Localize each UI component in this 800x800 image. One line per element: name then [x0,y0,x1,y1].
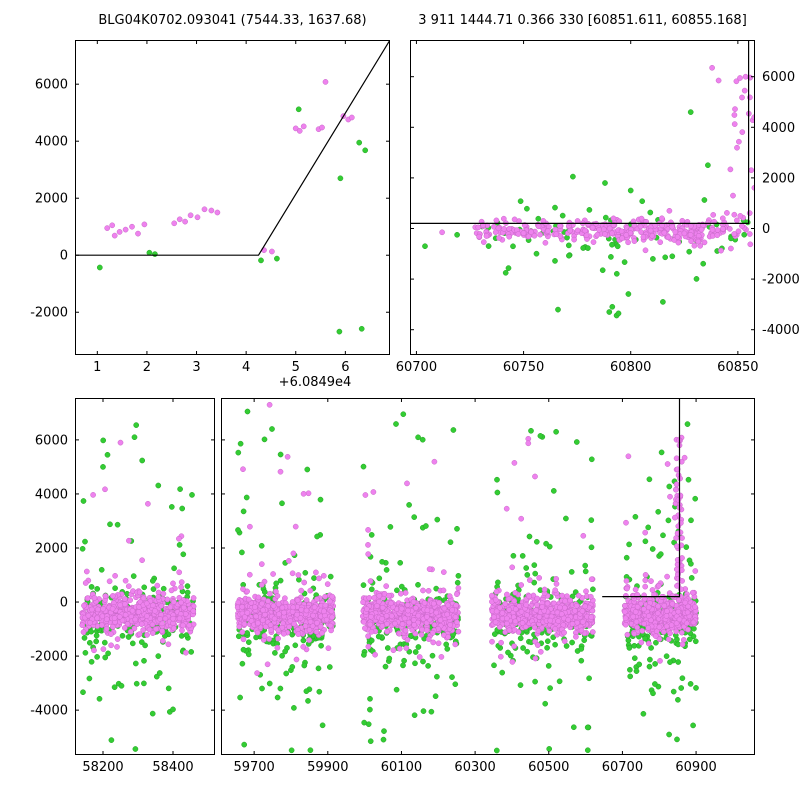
tick-labels: 1 2 3 4 5 6 -2000 0 2000 4000 6000 [30,78,349,375]
tick-labels: 59700 59900 60100 60300 60500 60700 60900 [233,760,716,775]
x-tick-label: 60850 [717,360,758,375]
x-tick-label: 4 [242,360,250,375]
axes-frame [75,40,390,355]
x-tick-label: 60500 [528,760,569,775]
tick-marks [221,398,755,755]
y-tick-label: 0 [60,249,68,264]
x-tick-label: 60900 [675,760,716,775]
model-line [410,40,750,224]
y-tick-label: 4000 [35,487,68,502]
x-tick-label: 5 [292,360,300,375]
axes-frame [221,398,755,755]
x-tick-label: 59900 [307,760,348,775]
scatter-violet [104,79,355,255]
scatter-green [422,109,751,319]
y-tick-label: -2000 [762,273,800,288]
x-tick-label: 6 [341,360,349,375]
y-tick-label: 2000 [35,192,68,207]
y-tick-label: -4000 [762,323,800,338]
plot-title-right: 3 911 1444.71 0.366 330 [60851.611, 6085… [418,13,747,28]
y-tick-label: 6000 [762,70,795,85]
panel-full-left: 58200 58400 -4000 -2000 0 2000 4000 6000 [30,398,215,775]
plot-title-left: BLG04K0702.093041 (7544.33, 1637.68) [98,13,367,28]
model-line [602,398,681,598]
y-tick-label: 0 [762,222,770,237]
scatter-violet [234,401,699,676]
panel-zoom: 1 2 3 4 5 6 -2000 0 2000 4000 6000 [30,40,390,375]
y-tick-label: 2000 [762,171,795,186]
y-tick-label: -4000 [30,704,68,719]
x-tick-label: 1 [93,360,101,375]
x-tick-label: 59700 [233,760,274,775]
tick-marks [75,398,215,755]
x-tick-label: 60700 [396,360,437,375]
x-tick-label: 60100 [381,760,422,775]
scatter-green [96,106,369,335]
tick-labels: 60700 60750 60800 60850 -4000 -2000 0 2000 4000 6… [396,70,800,375]
x-tick-label: 58200 [82,760,123,775]
model-line [75,40,390,256]
x-tick-label: 3 [192,360,200,375]
x-tick-label: 60700 [602,760,643,775]
y-tick-label: 2000 [35,541,68,556]
y-tick-label: 6000 [35,433,68,448]
x-tick-label: 60750 [503,360,544,375]
x-tick-label: 60300 [454,760,495,775]
axes-frame [410,40,755,355]
tick-labels: 58200 58400 -4000 -2000 0 2000 4000 6000 [30,433,193,775]
panel-recent: 60700 60750 60800 60850 -4000 -2000 0 2000 4000 6… [396,40,800,375]
y-tick-label: 4000 [762,121,795,136]
y-tick-label: 4000 [35,135,68,150]
x-axis-offset-label: +6.0849e4 [278,375,352,390]
x-tick-label: 58400 [152,760,193,775]
y-tick-label: -2000 [30,650,68,665]
x-tick-label: 60800 [610,360,651,375]
x-tick-label: 2 [143,360,151,375]
scatter-violet [410,64,755,254]
y-tick-label: 0 [60,596,68,611]
y-tick-label: 6000 [35,78,68,93]
tick-marks [410,40,755,355]
tick-marks [75,40,390,355]
panel-full-right: 59700 59900 60100 60300 60500 60700 60900 [221,398,755,775]
scatter-violet [79,439,197,656]
y-tick-label: -2000 [30,306,68,321]
axes-frame [75,398,215,755]
